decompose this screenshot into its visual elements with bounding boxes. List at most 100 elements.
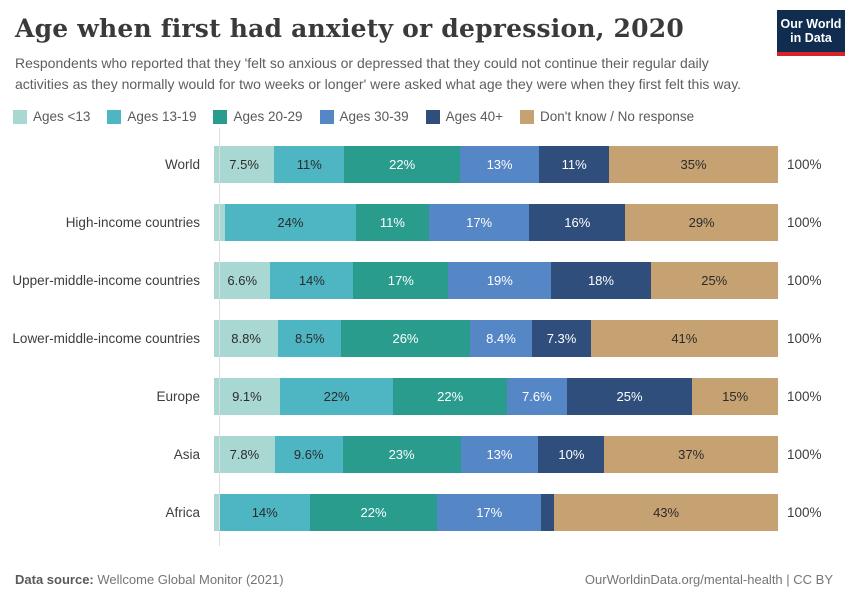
legend-swatch [520,109,535,124]
y-axis-line [219,128,220,546]
legend-item: Ages 30-39 [319,109,409,124]
chart-row: Asia 7.8% 9.6% 23% 13% 10% 37% 100% [0,425,850,483]
bar-segment: 17% [353,261,449,299]
bar-segment: 7.3% [532,319,591,357]
bar-segment: 14% [270,261,354,299]
legend-label: Ages <13 [33,109,91,124]
legend-swatch [107,109,122,124]
stacked-bar: 7.5% 11% 22% 13% 11% 35% [214,145,778,183]
data-source-label: Data source: [15,572,94,587]
bar-segment: 24% [224,203,356,241]
bar-segment: 7.6% [506,377,567,415]
row-total-label: 100% [787,214,822,230]
bar-segment: 13% [460,435,539,473]
chart-row: Europe 9.1% 22% 22% 7.6% 25% 15% 100% [0,367,850,425]
bar-segment: 11% [539,145,610,183]
legend-item: Don't know / No response [520,109,694,124]
stacked-bar: 9.1% 22% 22% 7.6% 25% 15% [214,377,778,415]
legend: Ages <13 Ages 13-19 Ages 20-29 Ages 30-39 Ag… [13,109,835,124]
legend-item: Ages 20-29 [213,109,303,124]
legend-label: Ages 13-19 [127,109,197,124]
legend-swatch [319,109,334,124]
chart-subtitle: Respondents who reported that they 'felt… [15,55,742,92]
legend-label: Ages 20-29 [233,109,303,124]
legend-item: Ages 13-19 [107,109,196,124]
bar-segment: 7.5% [214,145,275,183]
row-total-label: 100% [787,504,822,520]
bar-segment: 14% [219,493,310,531]
row-total-label: 100% [787,156,822,172]
owid-logo: Our World in Data [777,10,845,56]
row-total-label: 100% [787,272,822,288]
legend-label: Ages 30-39 [339,109,409,124]
chart-row: Africa 14% 22% 17% 43% 100% [0,483,850,541]
legend-swatch [425,109,440,124]
row-label: Europe [156,388,200,404]
bar-segment: 26% [341,319,470,357]
bar-segment: 18% [551,261,651,299]
bar-segment: 11% [355,203,429,241]
bar-segment: 37% [604,435,778,473]
chart-row: Lower-middle-income countries 8.8% 8.5% 26%… [0,309,850,367]
stacked-bar: 7.8% 9.6% 23% 13% 10% 37% [214,435,778,473]
legend-label: Ages 40+ [445,109,504,124]
bar-segment: 8.5% [278,319,342,357]
bar-segment: 43% [554,493,778,531]
bar-segment: 8.8% [214,319,279,357]
bar-segment: 25% [566,377,693,415]
row-label: World [164,156,200,172]
stacked-bar: 8.8% 8.5% 26% 8.4% 7.3% 41% [214,319,778,357]
stacked-bar: 6.6% 14% 17% 19% 18% 25% [214,261,778,299]
row-total-label: 100% [787,446,822,462]
bar-segment: 29% [625,203,778,241]
data-source-text: Wellcome Global Monitor (2021) [93,572,284,587]
chart-row: Upper-middle-income countries 6.6% 14% 17% 1… [0,251,850,309]
bar-segment: 35% [609,145,778,183]
data-source: Data source: Wellcome Global Monitor (20… [15,572,284,587]
bar-segment: 7.8% [214,435,275,473]
bar-segment: 22% [309,493,438,531]
license-link: OurWorldinData.org/mental-health | CC BY [584,572,833,587]
row-label: Africa [165,504,200,520]
bar-segment: 15% [692,377,778,415]
legend-item: Ages 40+ [425,109,504,124]
bar-segment: 22% [344,145,461,183]
bar-segment: 8.4% [469,319,533,357]
bar-segment: 41% [590,319,778,357]
bar-segment: 6.6% [214,261,271,299]
row-label: Upper-middle-income countries [12,272,200,288]
page-title: Age when first had anxiety or depression… [15,14,684,43]
bar-segment: 22% [279,377,394,415]
footer: Data source: Wellcome Global Monitor (20… [15,572,833,587]
bar-segment: 9.6% [274,435,343,473]
chart-rows: World 7.5% 11% 22% 13% 11% 35% 100% High-income … [0,135,850,541]
bar-segment: 22% [393,377,507,415]
bar-segment: 17% [428,203,530,241]
legend-item: Ages <13 [13,109,90,124]
legend-swatch [213,109,228,124]
row-label: High-income countries [65,214,200,230]
row-total-label: 100% [787,330,822,346]
bar-segment: 17% [437,493,542,531]
stacked-bar: 14% 22% 17% 43% [214,493,778,531]
bar-segment: 16% [529,203,626,241]
bar-segment: 10% [538,435,605,473]
chart-row: World 7.5% 11% 22% 13% 11% 35% 100% [0,135,850,193]
legend-label: Don't know / No response [540,109,695,124]
row-label: Asia [173,446,200,462]
row-total-label: 100% [787,388,822,404]
bar-segment: 25% [650,261,778,299]
owid-logo-line1: Our World [780,16,842,31]
row-label: Lower-middle-income countries [12,330,200,346]
owid-logo-line2: in Data [790,31,832,45]
bar-segment: 13% [460,145,540,183]
chart-row: High-income countries 24% 11% 17% 16% 29% 100% [0,193,850,251]
stacked-bar: 24% 11% 17% 16% 29% [214,203,778,241]
legend-swatch [13,109,27,124]
bar-segment: 23% [342,435,461,473]
bar-segment: 11% [274,145,345,183]
bar-segment [541,493,555,531]
bar-segment: 19% [448,261,552,299]
stacked-bar-chart: World 7.5% 11% 22% 13% 11% 35% 100% High-income … [0,128,850,546]
